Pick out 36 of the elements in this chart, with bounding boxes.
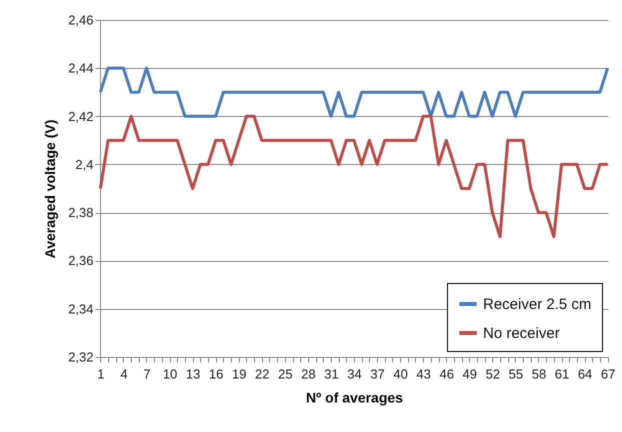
x-tick-label: 61 <box>554 366 570 382</box>
x-tick-label: 49 <box>462 366 478 382</box>
x-tick-label: 55 <box>508 366 524 382</box>
x-tick-label: 19 <box>232 366 246 382</box>
x-tick-label: 58 <box>532 366 546 382</box>
y-tick-label: 2,4 <box>75 156 94 172</box>
legend-label: Receiver 2.5 cm <box>483 296 592 313</box>
y-axis-title: Averaged voltage (V) <box>42 120 58 258</box>
x-tick-label: 43 <box>416 366 431 382</box>
x-tick-label: 7 <box>143 366 151 382</box>
x-tick-label: 4 <box>120 366 128 382</box>
x-tick-label: 34 <box>347 366 362 382</box>
x-tick-label: 46 <box>439 366 454 382</box>
x-tick-label: 67 <box>600 366 616 382</box>
x-tick-label: 28 <box>301 366 316 382</box>
x-tick-label: 13 <box>186 366 200 382</box>
x-tick-label: 40 <box>393 366 408 382</box>
y-tick-label: 2,38 <box>68 205 94 220</box>
x-tick-label: 25 <box>278 366 293 382</box>
x-tick-label: 16 <box>208 366 224 382</box>
x-tick-label: 37 <box>370 366 385 382</box>
legend-label: No receiver <box>483 325 560 342</box>
y-tick-label: 2,34 <box>68 301 94 316</box>
x-tick-label: 52 <box>486 366 500 382</box>
y-tick-label: 2,46 <box>68 12 94 28</box>
x-tick-label: 31 <box>324 366 339 382</box>
x-axis-title: Nº of averages <box>306 390 404 406</box>
y-tick-label: 2,32 <box>68 350 94 364</box>
y-tick-label: 2,44 <box>68 60 94 76</box>
line-series <box>98 114 610 238</box>
x-tick-label: 64 <box>578 366 592 382</box>
x-tick-label: 1 <box>97 366 104 382</box>
x-tick-label: 22 <box>255 366 270 382</box>
x-tick-label: 10 <box>162 366 178 382</box>
y-tick-label: 2,42 <box>68 108 94 124</box>
y-tick-label: 2,36 <box>68 253 94 268</box>
